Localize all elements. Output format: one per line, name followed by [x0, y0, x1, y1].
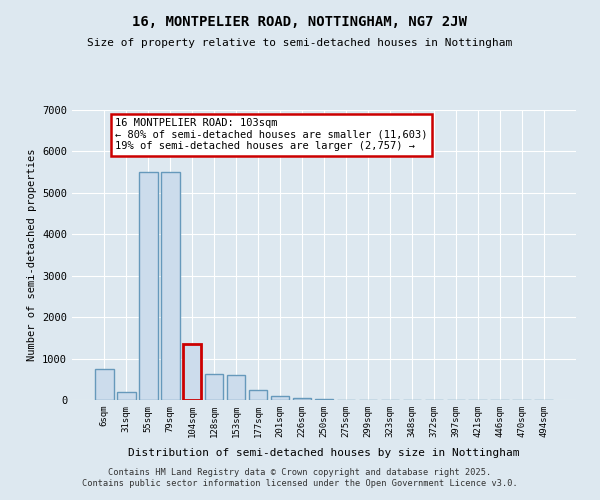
Text: Size of property relative to semi-detached houses in Nottingham: Size of property relative to semi-detach… [88, 38, 512, 48]
Bar [95, 368, 113, 400]
Bar [117, 392, 136, 400]
Y-axis label: Number of semi-detached properties: Number of semi-detached properties [26, 149, 37, 361]
Bar [249, 390, 268, 400]
Bar [293, 398, 311, 400]
Text: 16 MONTPELIER ROAD: 103sqm
← 80% of semi-detached houses are smaller (11,603)
19: 16 MONTPELIER ROAD: 103sqm ← 80% of semi… [115, 118, 428, 152]
Bar [227, 375, 245, 400]
Text: 16, MONTPELIER ROAD, NOTTINGHAM, NG7 2JW: 16, MONTPELIER ROAD, NOTTINGHAM, NG7 2JW [133, 15, 467, 29]
Bar [161, 172, 179, 400]
Bar [271, 396, 289, 400]
Bar [183, 344, 202, 400]
Bar [205, 374, 223, 400]
Text: Contains HM Land Registry data © Crown copyright and database right 2025.
Contai: Contains HM Land Registry data © Crown c… [82, 468, 518, 487]
Bar [139, 172, 158, 400]
X-axis label: Distribution of semi-detached houses by size in Nottingham: Distribution of semi-detached houses by … [128, 448, 520, 458]
